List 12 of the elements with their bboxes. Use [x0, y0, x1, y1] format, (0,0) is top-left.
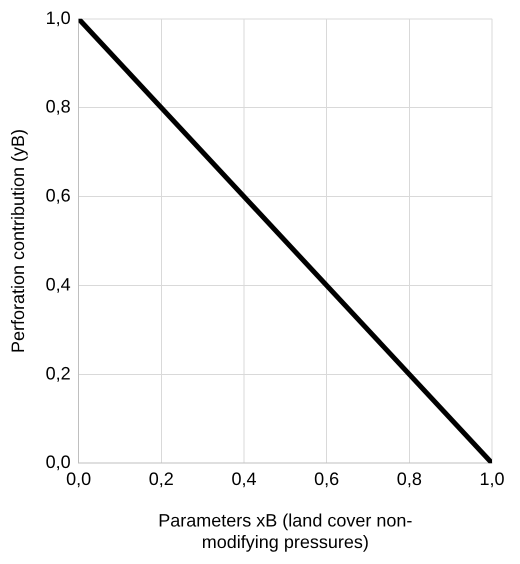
y-tick-label: 0,4	[46, 274, 71, 294]
y-tick-label: 1,0	[46, 8, 71, 28]
x-axis-title: Parameters xB (land cover non-modifying pressures)	[158, 510, 412, 552]
y-tick-label: 0,2	[46, 363, 71, 384]
y-tick-label: 0,8	[46, 96, 71, 117]
x-tick-label: 0,8	[396, 468, 422, 489]
y-axis-title: Perforation contribution (yB)	[8, 128, 28, 354]
x-tick-label: 0,6	[314, 468, 340, 489]
x-tick-label: 0,2	[148, 468, 174, 489]
y-tick-label: 0,6	[46, 186, 71, 206]
x-tick-label: 1,0	[479, 468, 505, 489]
x-tick-label: 0,4	[231, 468, 256, 489]
